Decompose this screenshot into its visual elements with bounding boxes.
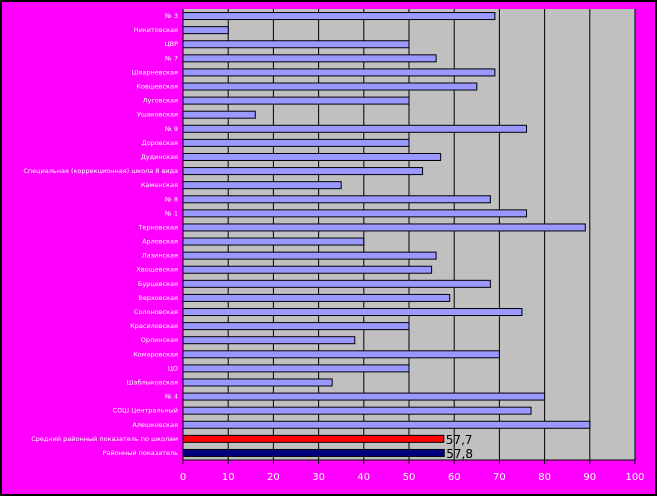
category-label: № 8 [164,195,178,203]
category-label: ЦВР [165,40,179,48]
bar [182,336,356,345]
category-label: № 4 [164,393,178,401]
bar [182,308,523,317]
category-label: Бурцевская [138,280,178,288]
bar [182,152,442,161]
category-labels: № 3 Никитовская ЦВР № 7 Шварневская Ковшевска… [23,12,178,457]
bars [182,12,591,457]
category-label: Хвощевская [136,266,178,274]
x-tick-label: 10 [222,472,235,483]
bar [182,406,532,415]
category-label: Лазинская [142,252,178,260]
data-label: 57,7 [446,433,473,447]
category-label: Луговская [143,97,178,105]
x-tick-label: 90 [583,472,596,483]
data-label: 57,8 [446,447,473,461]
data-labels: 57,757,8 [446,433,473,461]
category-label: Дудинская [141,153,178,161]
bar [182,378,333,387]
category-label: Специальная (коррекционная) школа 8 вида [23,167,178,175]
category-label: Алешковская [132,421,178,429]
category-label: Солоновская [134,308,178,316]
category-label: Средний районный показатель по школам [31,435,178,443]
bar [182,237,365,246]
bar [182,54,437,63]
bar [182,181,342,190]
bar [182,138,410,147]
category-label: Никитовская [134,26,178,34]
category-label: Комаровская [133,350,178,358]
category-label: Доровская [142,139,178,147]
bar [182,279,491,288]
bar [182,82,478,91]
category-label: СОШ Центральный [113,407,178,415]
bar [182,265,433,274]
x-tick-labels: 0 10 20 30 40 50 60 70 80 90 100 [180,472,645,483]
category-label: Ушаковская [137,111,178,119]
bar [182,251,437,260]
bar [182,167,424,176]
x-tick-label: 30 [312,472,325,483]
x-tick-label: 70 [493,472,506,483]
category-label: Каменская [141,181,178,189]
category-label: Районный показатель [103,449,179,457]
category-label: № 1 [164,209,178,217]
bar [182,223,586,232]
bar [182,364,410,373]
bar [182,434,445,443]
x-tick-label: 40 [357,472,370,483]
bar [182,26,229,35]
x-tick-label: 80 [538,472,551,483]
category-label: Шварневская [132,68,178,76]
category-label: Красиловская [130,322,178,330]
category-label: Верховская [138,294,178,302]
category-label: Терновская [137,223,178,231]
category-label: № 9 [164,125,178,133]
bar [182,420,591,429]
bar [182,350,500,359]
bar [182,124,528,133]
bar [182,293,451,302]
category-label: № 7 [164,54,178,62]
x-tick-label: 60 [448,472,461,483]
bar [182,209,528,218]
category-label: № 3 [164,12,178,20]
category-label: Шаблыковская [127,378,178,386]
x-tick-label: 0 [180,472,186,483]
x-tick-label: 20 [267,472,280,483]
bar [182,40,410,49]
bar [182,68,496,77]
axes [182,9,636,464]
category-label: Ковшевская [136,83,178,91]
bar [182,195,491,204]
category-label: Арловская [142,238,178,246]
bar [182,96,410,105]
bar [182,110,256,119]
category-label: ЦО [168,364,178,372]
bar [182,392,546,401]
bar [182,448,445,457]
x-tick-label: 100 [625,472,644,483]
x-tick-label: 50 [403,472,416,483]
bar [182,322,410,331]
category-label: Орлинская [141,336,178,344]
bar [182,12,496,21]
